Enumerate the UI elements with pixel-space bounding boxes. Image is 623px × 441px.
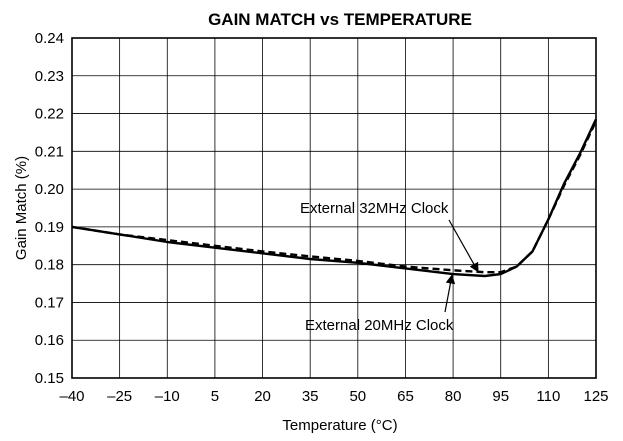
y-tick-label: 0.17	[35, 294, 64, 311]
series-line-1	[71, 120, 598, 274]
series	[71, 118, 598, 278]
x-tick-label: 110	[536, 388, 560, 405]
plot-frame	[71, 37, 597, 379]
x-tick-label: 125	[583, 388, 608, 405]
x-axis-label: Temperature (°C)	[282, 417, 397, 434]
x-tick-label: –25	[107, 388, 132, 405]
y-tick-label: 0.21	[35, 143, 64, 160]
x-tick-label: 20	[254, 388, 271, 405]
annotations: External 32MHz Clock External 20MHz Clock	[300, 200, 479, 334]
y-axis-label: Gain Match (%)	[13, 156, 30, 260]
y-tick-label: 0.22	[35, 106, 64, 123]
x-tick-label: 35	[302, 388, 319, 405]
series-line-2	[71, 118, 598, 278]
x-tick-label: 95	[492, 388, 509, 405]
x-tick-label: –10	[155, 388, 180, 405]
grid	[72, 38, 596, 378]
x-tick-label: 80	[445, 388, 462, 405]
tick-labels: –40 –25 –10 5 20 35 50 65 80 95 110 125 0.15 0.16 0.17…	[35, 30, 609, 405]
y-tick-label: 0.23	[35, 68, 64, 85]
y-tick-label: 0.19	[35, 219, 64, 236]
annotation-label: External 32MHz Clock	[300, 200, 449, 217]
y-tick-label: 0.24	[35, 30, 64, 47]
y-tick-label: 0.20	[35, 181, 64, 198]
y-tick-label: 0.18	[35, 257, 64, 274]
y-tick-label: 0.16	[35, 332, 64, 349]
annotation-arrow	[444, 274, 456, 313]
annotation-arrow	[448, 219, 479, 273]
y-tick-label: 0.15	[35, 370, 64, 387]
annotation-label: External 20MHz Clock	[305, 317, 454, 334]
x-tick-label: 5	[211, 388, 219, 405]
x-tick-label: –40	[59, 388, 84, 405]
x-tick-label: 65	[397, 388, 414, 405]
x-tick-label: 50	[349, 388, 366, 405]
chart-title: GAIN MATCH vs TEMPERATURE	[208, 10, 472, 29]
